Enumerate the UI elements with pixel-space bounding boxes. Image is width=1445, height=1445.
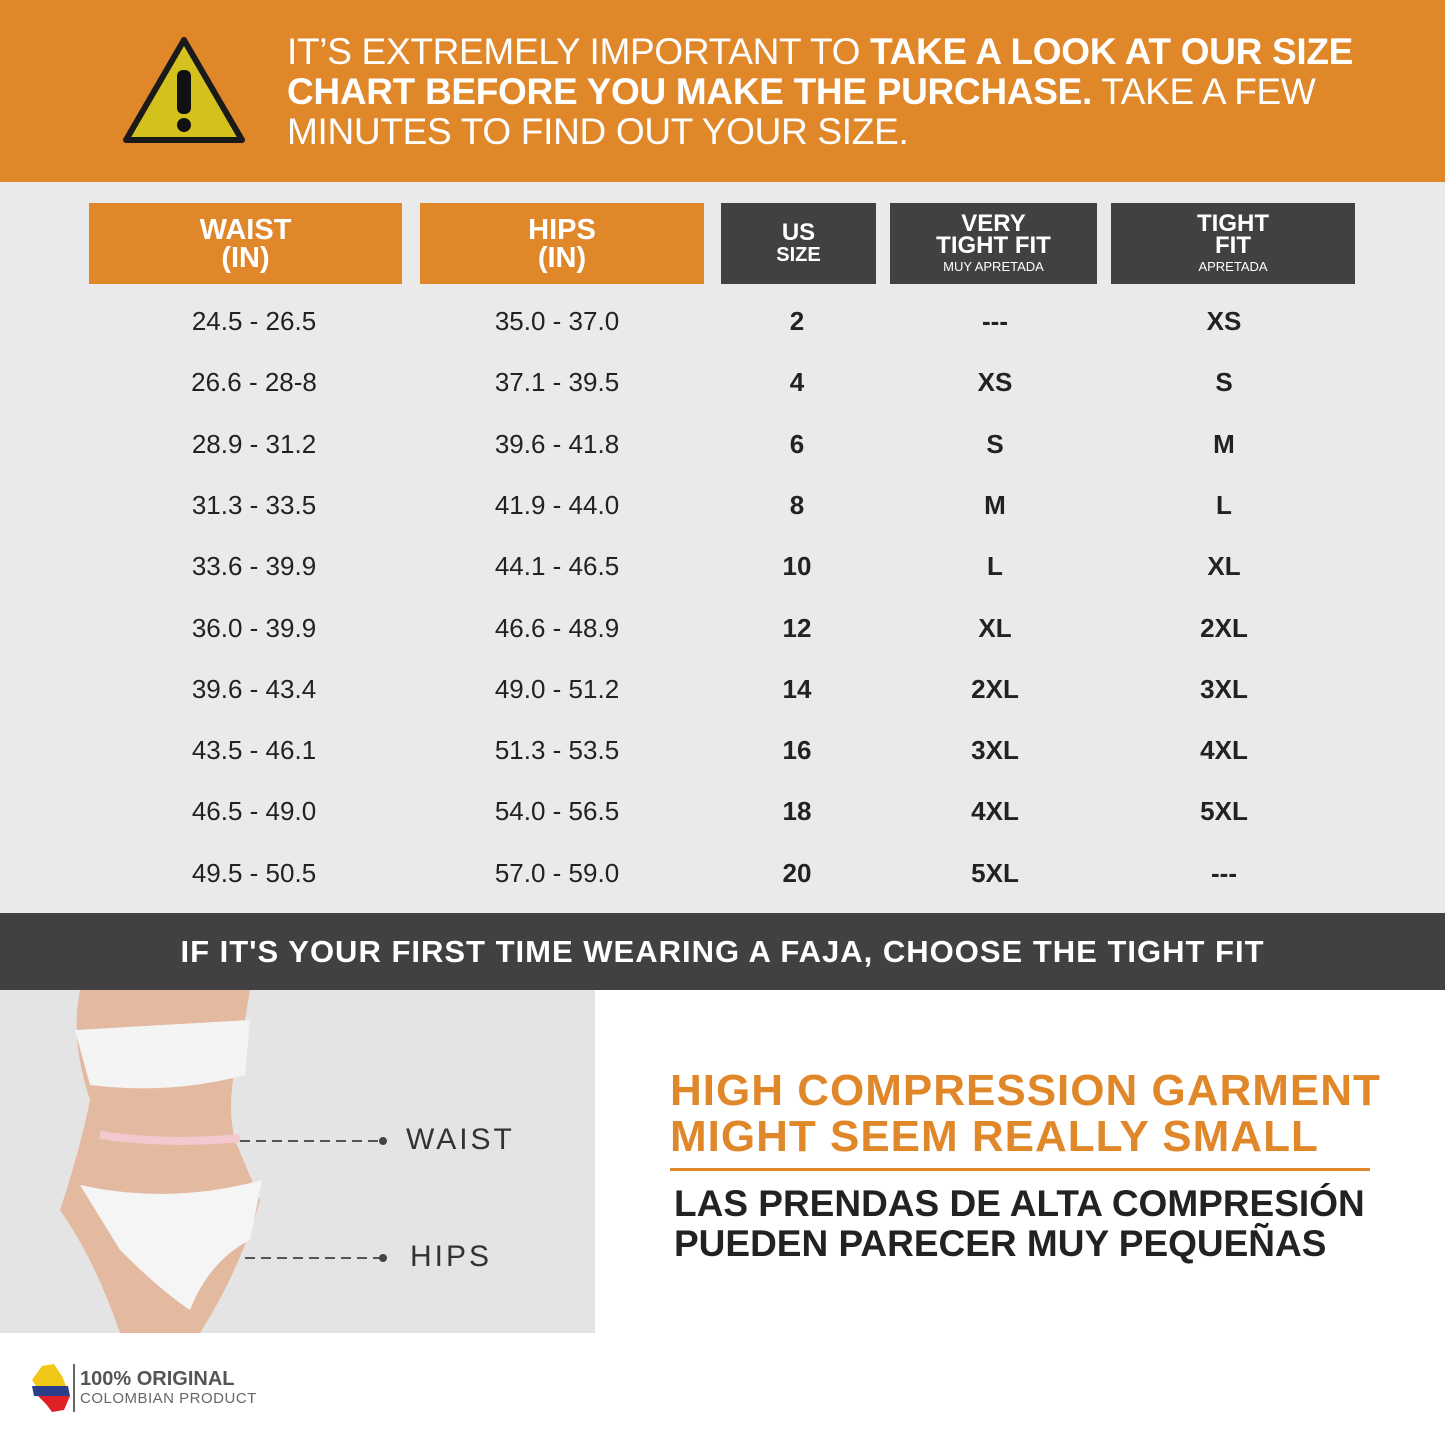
hips-cell: 37.1 - 39.5 [494,367,620,398]
hips-cell: 41.9 - 44.0 [494,489,620,520]
tight-fit-cell: S [1215,367,1233,398]
very-tight-fit-cell: --- [982,306,1008,336]
tight-fit-cell: 2XL [1200,612,1248,643]
very-tight-fit-cell: S [986,428,1004,459]
waist-cell: 43.5 - 46.1 [191,735,317,766]
very-tight-fit-cell: 5XL [971,857,1019,888]
waist-cell: 49.5 - 50.5 [191,857,317,888]
hips-cell: 44.1 - 46.5 [494,551,620,582]
very-tight-fit-cell: XL [978,612,1012,643]
notice-text: IT’S EXTREMELY IMPORTANT TO TAKE A LOOK … [287,31,1354,152]
us-size-cell: 14 [782,673,812,704]
tight-fit-cell: XS [1206,306,1242,336]
tight-fit-cell: XL [1207,551,1241,582]
waist-label: WAIST [406,1123,515,1156]
size-table [0,182,1445,913]
waist-cell: 46.5 - 49.0 [191,796,317,827]
very-tight-fit-cell: 4XL [971,796,1019,827]
very-tight-fit-cell: 2XL [971,673,1019,704]
us-size-cell: 2 [789,306,805,336]
us-size-cell: 12 [782,612,812,643]
waist-cell: 26.6 - 28-8 [191,367,317,398]
first-time-banner: IF IT'S YOUR FIRST TIME WEARING A FAJA, … [0,913,1445,990]
us-size-cell: 16 [782,735,812,766]
hips-cell: 49.0 - 51.2 [494,673,620,704]
hips-cell: 35.0 - 37.0 [494,306,620,336]
colombia-map-icon [32,1364,75,1412]
waist-cell: 33.6 - 39.9 [191,551,317,582]
divider [670,1168,1370,1171]
header-very-tight-fit: VERY TIGHT FIT MUY APRETADA [890,203,1097,284]
header-tight-fit: TIGHT FIT APRETADA [1111,203,1355,284]
very-tight-fit-cell: XS [977,367,1013,398]
us-size-cell: 4 [789,367,805,398]
hips-label: HIPS [410,1240,493,1273]
very-tight-fit-cell: M [984,489,1006,520]
tight-fit-cell: 5XL [1200,796,1248,827]
waist-cell: 24.5 - 26.5 [191,306,317,336]
us-size-cell: 8 [789,489,805,520]
waist-cell: 36.0 - 39.9 [191,612,317,643]
header-waist: WAIST (IN) [89,203,402,284]
very-tight-fit-cell: 3XL [971,735,1019,766]
tight-fit-cell: 4XL [1200,735,1248,766]
tight-fit-cell: M [1213,428,1235,459]
us-size-cell: 20 [782,857,812,888]
us-size-cell: 10 [782,551,812,582]
compression-heading-en: HIGH COMPRESSION GARMENT MIGHT SEEM REALL… [670,1066,1381,1161]
hips-cell: 39.6 - 41.8 [494,428,620,459]
tight-fit-cell: 3XL [1200,673,1248,704]
hips-cell: 51.3 - 53.5 [494,735,620,766]
header-hips: HIPS (IN) [420,203,704,284]
very-tight-fit-cell: L [987,551,1003,582]
hips-cell: 57.0 - 59.0 [494,857,620,888]
badge-line1: 100% ORIGINAL [80,1368,235,1390]
tight-fit-cell: L [1216,489,1232,520]
us-size-cell: 18 [782,796,812,827]
waist-cell: 28.9 - 31.2 [191,428,317,459]
woman-body-illustration [60,990,387,1333]
compression-heading-es: LAS PRENDAS DE ALTA COMPRESIÓN PUEDEN PAR… [674,1183,1365,1264]
tight-fit-cell: --- [1211,857,1237,888]
warning-triangle-icon [123,37,245,143]
body-measure-photo: WAIST HIPS [0,990,595,1333]
waist-cell: 31.3 - 33.5 [191,489,317,520]
us-size-cell: 6 [789,428,805,459]
notice-banner: IT’S EXTREMELY IMPORTANT TO TAKE A LOOK … [0,0,1445,182]
header-us-size: US SIZE [721,203,876,284]
waist-cell: 39.6 - 43.4 [191,673,317,704]
hips-cell: 54.0 - 56.5 [494,796,620,827]
badge-line2: COLOMBIAN PRODUCT [80,1390,257,1407]
hips-cell: 46.6 - 48.9 [494,612,620,643]
